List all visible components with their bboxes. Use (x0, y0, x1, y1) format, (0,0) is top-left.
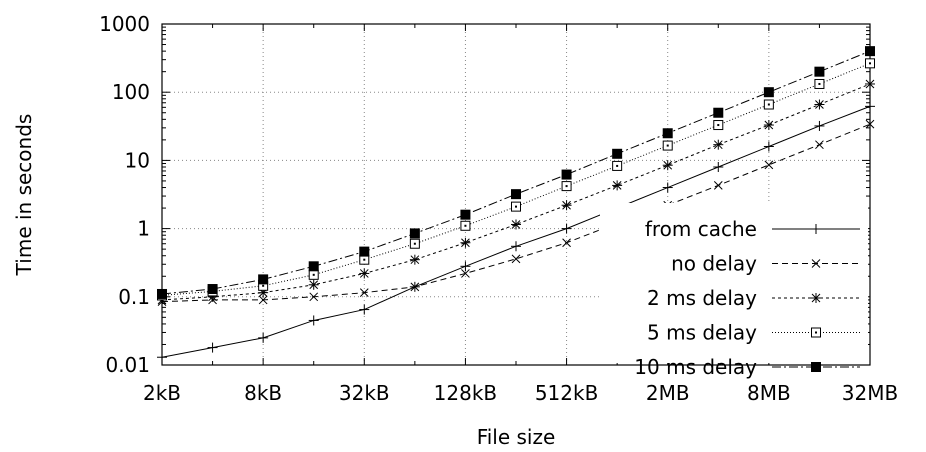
data-point (814, 66, 825, 77)
data-point (308, 269, 319, 280)
data-point (561, 169, 572, 180)
legend-box (600, 203, 868, 363)
legend-label: 2 ms delay (647, 286, 757, 310)
data-point (359, 288, 369, 298)
data-point (865, 78, 875, 89)
data-point (561, 200, 572, 211)
data-point (409, 254, 420, 265)
data-point (561, 223, 572, 234)
data-point (460, 261, 471, 272)
legend-label: no delay (671, 252, 757, 276)
x-tick-label: 8kB (244, 381, 282, 405)
x-tick-label: 128kB (434, 381, 497, 405)
x-tick-label: 2MB (646, 381, 690, 405)
data-point (865, 46, 875, 57)
legend-background (600, 203, 868, 363)
data-point (814, 78, 825, 89)
data-point (511, 241, 521, 252)
data-point (207, 342, 218, 353)
data-point (814, 120, 825, 131)
data-point (713, 139, 724, 150)
data-point (207, 284, 218, 295)
data-point (662, 182, 673, 193)
data-point (764, 160, 774, 170)
data-point (258, 295, 268, 305)
legend-marker (811, 327, 821, 338)
legend-marker (811, 259, 821, 268)
x-tick-label: 512kB (535, 381, 598, 405)
legend-label: from cache (645, 217, 757, 241)
data-point (460, 237, 471, 248)
data-point (460, 209, 471, 220)
data-point (561, 181, 572, 192)
data-point (865, 101, 875, 112)
x-tick-label: 32kB (339, 381, 390, 405)
data-point (511, 254, 521, 264)
legend-marker (811, 293, 821, 303)
data-point (562, 238, 571, 248)
series-2-ms-delay (157, 78, 875, 305)
data-point (258, 274, 269, 285)
legend-label: 5 ms delay (647, 321, 757, 345)
data-point (612, 148, 623, 159)
x-tick-label: 8MB (747, 381, 791, 405)
ticks: 2kB 8kB 32kB 128kB 512kB 2MB 8MB 32MB 0.01 0.1 1 10… (99, 12, 898, 405)
x-tick-label: 2kB (143, 381, 181, 405)
x-tick-label: 32MB (842, 381, 898, 405)
data-point (662, 128, 673, 139)
data-point (359, 304, 370, 315)
data-point (157, 288, 167, 299)
y-tick-label: 0.1 (118, 285, 150, 309)
data-point (409, 238, 420, 249)
data-point (814, 99, 825, 110)
data-point (308, 279, 319, 290)
legend-marker (811, 224, 821, 234)
data-point (460, 220, 471, 231)
data-point (309, 292, 319, 302)
data-point (308, 315, 319, 326)
data-point (713, 107, 724, 118)
data-point (713, 181, 723, 190)
data-point (662, 160, 673, 171)
data-point (612, 180, 623, 191)
x-axis-label: File size (477, 425, 556, 449)
data-point (865, 119, 875, 129)
data-point (511, 201, 521, 212)
data-point (511, 189, 521, 200)
series-10-ms-delay (157, 46, 875, 299)
data-point (308, 261, 319, 272)
series-lines (157, 46, 875, 363)
y-axis-label: Time in seconds (12, 114, 36, 277)
data-point (157, 352, 167, 363)
data-point (763, 87, 774, 98)
legend-marker (811, 362, 821, 372)
data-point (359, 246, 370, 257)
y-tick-label: 10 (125, 148, 150, 172)
series-line (161, 123, 871, 303)
data-point (763, 141, 774, 152)
legend: from cache no delay 2 ms delay 5 ms delay 10… (634, 217, 860, 379)
data-point (763, 99, 774, 110)
data-point (763, 120, 774, 131)
data-point (258, 332, 269, 343)
y-tick-label: 1 (137, 217, 150, 241)
data-point (410, 282, 420, 292)
data-point (409, 228, 420, 239)
data-point (713, 162, 724, 173)
data-point (511, 219, 521, 230)
data-point (359, 268, 370, 279)
y-tick-label: 0.01 (105, 353, 150, 377)
legend-label: 10 ms delay (634, 355, 757, 379)
data-point (865, 58, 875, 69)
data-point (662, 140, 673, 151)
data-point (461, 269, 470, 278)
data-point (713, 120, 724, 131)
y-tick-label: 1000 (99, 12, 150, 36)
data-point (612, 160, 623, 171)
y-tick-label: 100 (112, 80, 150, 104)
data-point (815, 140, 824, 150)
